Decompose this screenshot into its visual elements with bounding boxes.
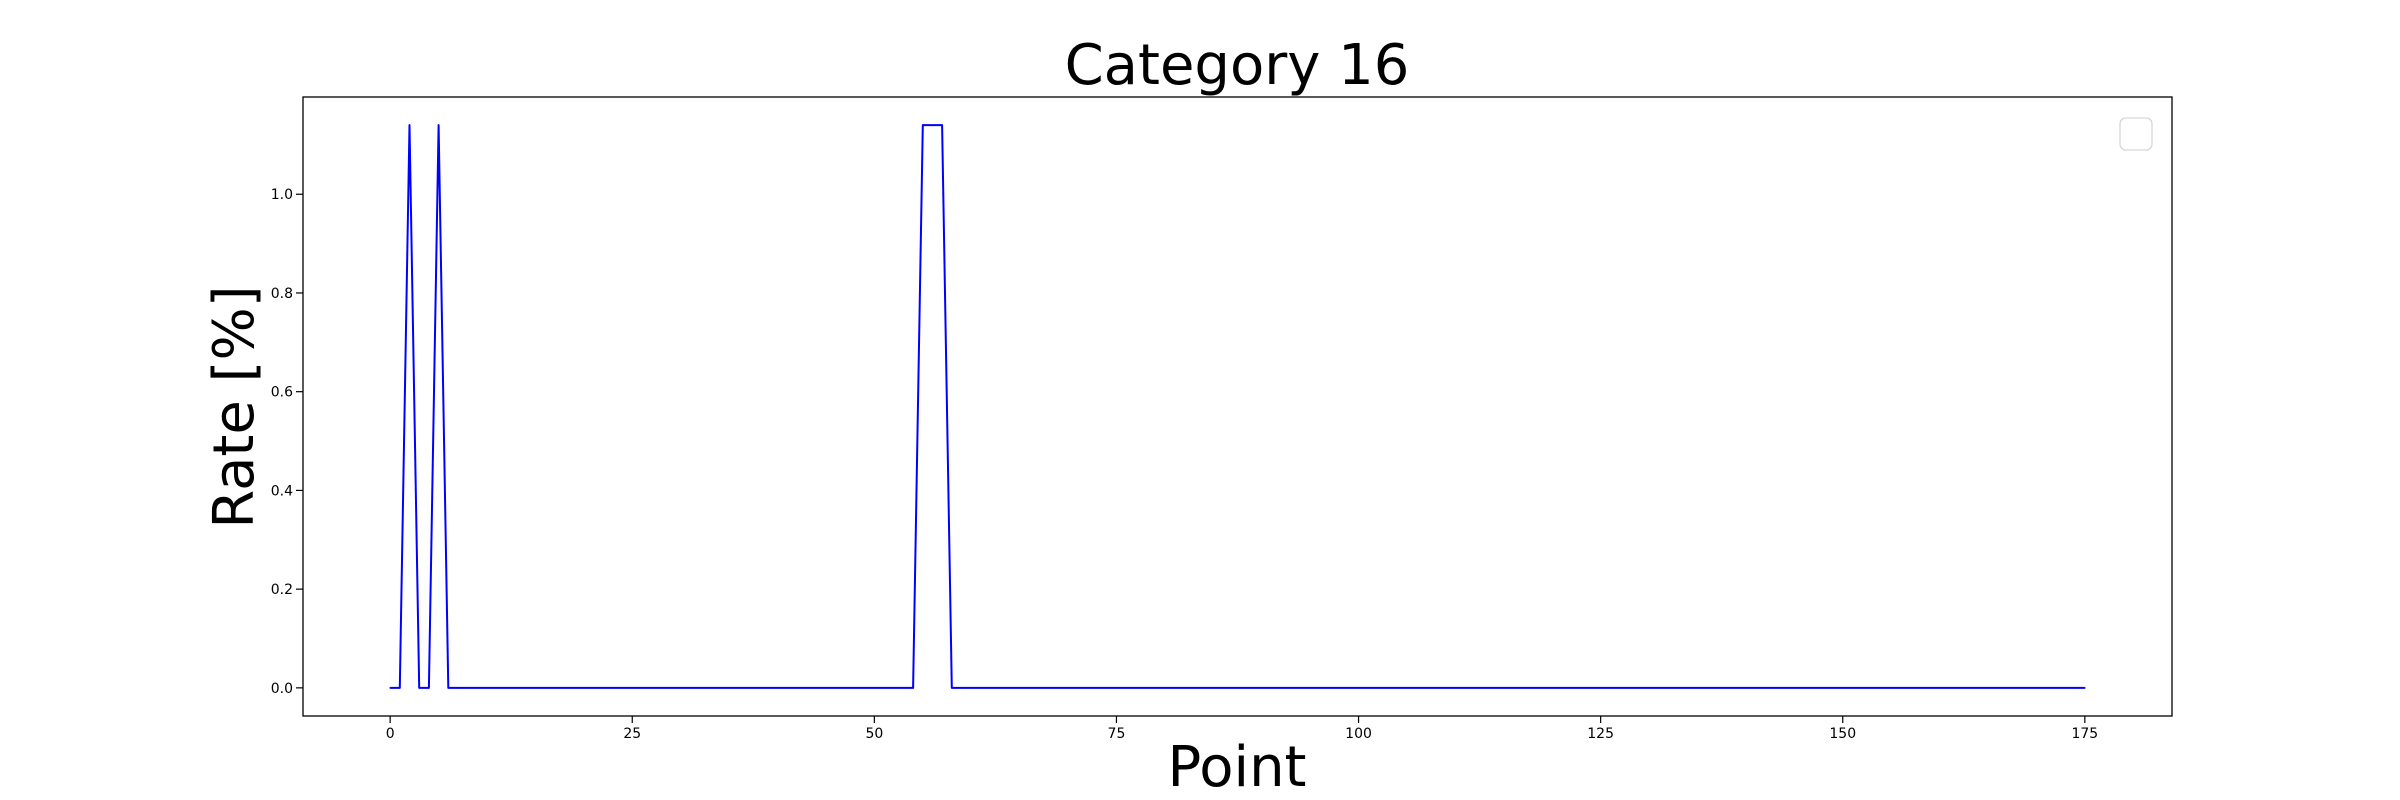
x-tick-label: 25 xyxy=(623,726,641,742)
x-tick-label: 125 xyxy=(1587,726,1614,742)
data-point xyxy=(960,687,963,689)
chart-title: Category 16 xyxy=(1065,33,1410,98)
x-tick-label: 0 xyxy=(386,726,395,742)
data-point xyxy=(389,687,391,689)
data-point xyxy=(437,124,440,126)
data-point xyxy=(2084,687,2086,689)
y-tick-label: 0.2 xyxy=(271,582,293,598)
data-point xyxy=(457,687,459,689)
data-point xyxy=(428,687,430,689)
y-axis-label: Rate [%] xyxy=(202,285,267,528)
y-tick-label: 0.4 xyxy=(271,483,293,499)
x-tick-label: 150 xyxy=(1829,726,1856,742)
y-tick-label: 1.0 xyxy=(271,187,293,203)
legend-box xyxy=(2119,117,2153,151)
plot-area: 0 25 50 75 100 125 150 175 0.0 0.2 0.4 0.6 0.8 1.0 xyxy=(271,96,2173,742)
data-point xyxy=(447,687,450,689)
data-point xyxy=(941,124,943,126)
data-point xyxy=(931,124,934,126)
data-point xyxy=(408,124,411,126)
x-tick-label: 100 xyxy=(1345,726,1372,742)
series-line xyxy=(390,124,2085,689)
x-axis-label: Point xyxy=(1167,735,1306,800)
data-point xyxy=(951,687,953,689)
data-point xyxy=(399,687,401,689)
x-tick-label: 175 xyxy=(2071,726,2098,742)
data-point xyxy=(418,687,421,689)
data-point xyxy=(921,124,924,126)
x-tick-label: 75 xyxy=(1108,726,1126,742)
y-tick-label: 0.8 xyxy=(271,286,293,302)
plot-frame xyxy=(302,96,2173,717)
y-tick-label: 0.6 xyxy=(271,385,293,401)
x-tick-label: 50 xyxy=(865,726,883,742)
data-point xyxy=(912,687,914,689)
y-tick-label: 0.0 xyxy=(271,681,293,697)
